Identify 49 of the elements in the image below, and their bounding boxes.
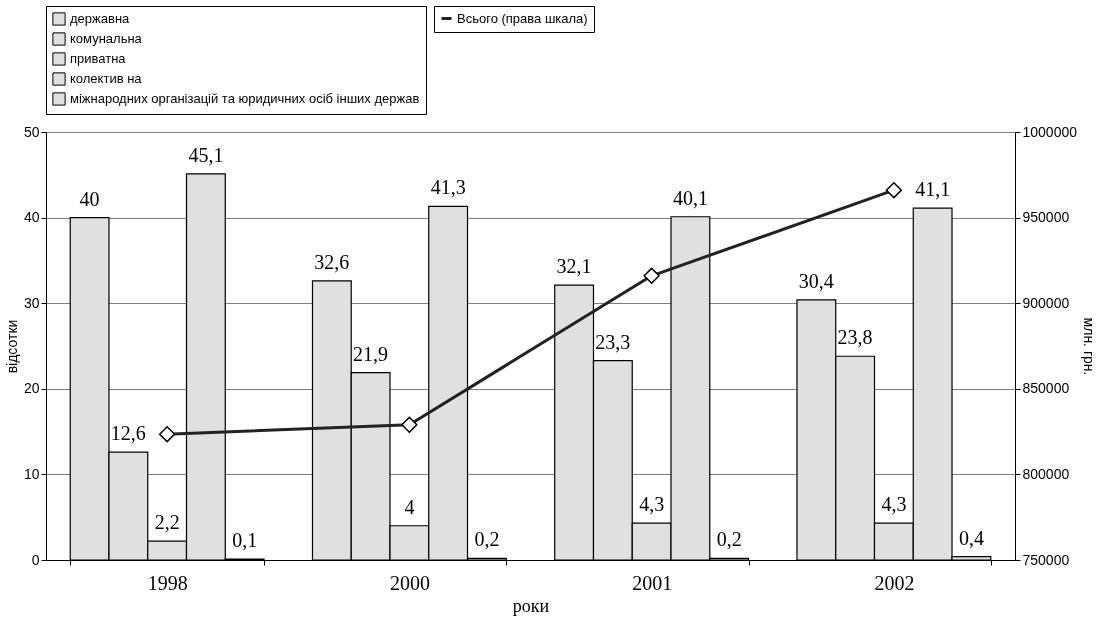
data-label: 32,6: [314, 250, 350, 273]
point: [158, 426, 176, 443]
data-label: 32,1: [556, 255, 592, 278]
legend-label: колектив на: [70, 71, 143, 86]
y2-tick-label: 750000: [1022, 551, 1070, 568]
y2-tick-label: 850000: [1022, 380, 1070, 397]
x-tick-label: 2001: [632, 571, 673, 594]
y-tick-label: 40: [23, 209, 40, 226]
x-tick-label: 1998: [147, 571, 188, 594]
data-label: 40,1: [672, 186, 708, 209]
data-label: 0,2: [716, 528, 742, 551]
legend-label: державна: [70, 11, 131, 26]
point: [401, 416, 418, 433]
y2-tick-label: 1000000: [1022, 123, 1078, 140]
y-tick-label: 0: [31, 551, 40, 568]
y2-tick-label: 950000: [1022, 209, 1070, 226]
y-tick-label: 50: [23, 123, 40, 140]
point: [643, 267, 660, 284]
y-tick-label: 30: [23, 294, 40, 311]
data-label: 0,1: [232, 529, 258, 552]
y2-axis-title: млн. грн.: [1081, 317, 1097, 376]
data-label: 2,2: [154, 511, 180, 534]
data-label: 45,1: [188, 143, 224, 166]
data-label: 4,3: [881, 493, 907, 516]
legend-label: приватна: [70, 51, 127, 66]
x-axis-title: роки: [512, 595, 550, 616]
y-axis-title: відсотки: [3, 319, 20, 374]
y-tick-label: 20: [23, 380, 40, 397]
x-tick-label: 2000: [389, 571, 430, 594]
data-label: 4,3: [639, 493, 665, 516]
data-label: 23,3: [595, 330, 631, 353]
data-label: 30,4: [798, 269, 834, 292]
data-label: 4: [404, 495, 415, 518]
data-label: 41,1: [915, 178, 951, 201]
data-label: 40: [79, 187, 100, 210]
data-label: 0,4: [958, 526, 984, 549]
data-label: 41,3: [430, 176, 466, 199]
data-label: 21,9: [353, 342, 389, 365]
data-label: 0,2: [474, 528, 500, 551]
legend-label: міжнародних організацій та юридичних осіб інших держав: [70, 91, 420, 106]
data-label: 23,8: [837, 326, 873, 349]
y2-tick-label: 900000: [1022, 294, 1070, 311]
data-label: 12,6: [110, 422, 146, 445]
legend-label: комунальна: [70, 31, 143, 46]
y2-tick-label: 800000: [1022, 465, 1070, 482]
y-tick-label: 10: [23, 465, 40, 482]
legend-label: Всього (права шкала): [457, 10, 588, 26]
point: [885, 182, 903, 199]
x-tick-label: 2002: [874, 571, 915, 594]
